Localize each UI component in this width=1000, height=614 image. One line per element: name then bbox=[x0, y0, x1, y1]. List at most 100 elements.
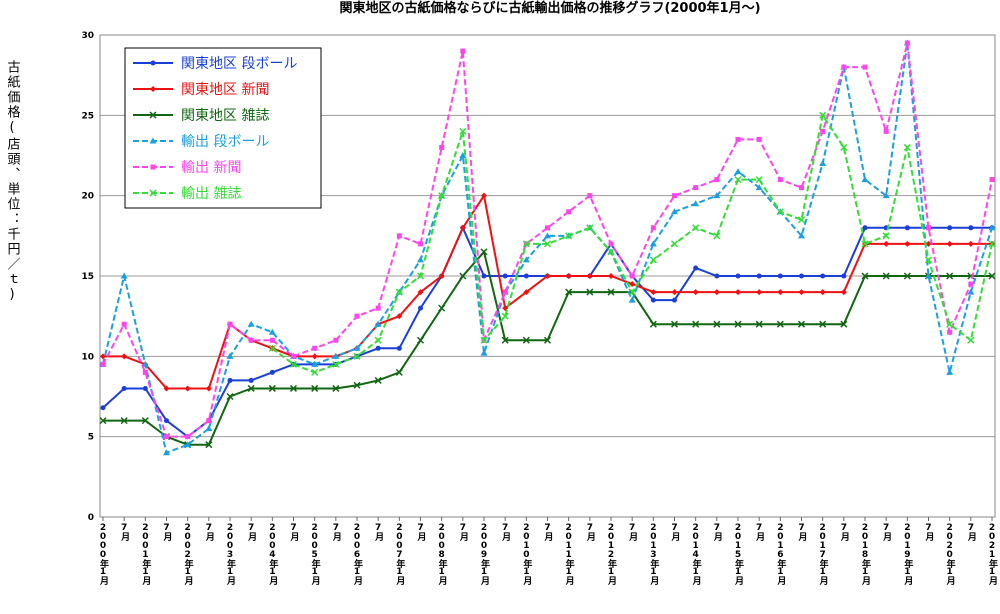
marker bbox=[586, 273, 593, 279]
marker bbox=[141, 417, 149, 425]
x-tick-label: 2010年1月 bbox=[521, 523, 533, 586]
marker bbox=[629, 281, 636, 288]
marker bbox=[375, 345, 381, 351]
marker bbox=[248, 337, 254, 343]
x-tick-label: 2019年1月 bbox=[902, 523, 914, 586]
x-tick-label: 2005年1月 bbox=[310, 523, 322, 586]
marker bbox=[416, 272, 425, 280]
x-tick-label: 7月 bbox=[119, 523, 130, 542]
legend-marker bbox=[149, 111, 157, 119]
marker bbox=[755, 184, 763, 191]
marker bbox=[523, 289, 530, 296]
marker bbox=[184, 441, 192, 448]
marker bbox=[206, 418, 212, 424]
marker bbox=[375, 305, 381, 311]
marker bbox=[628, 288, 636, 296]
marker bbox=[268, 384, 276, 392]
marker bbox=[734, 320, 742, 328]
y-tick-label: 15 bbox=[81, 272, 94, 282]
marker bbox=[289, 384, 298, 392]
marker bbox=[968, 281, 974, 287]
marker bbox=[861, 272, 869, 280]
legend-box bbox=[124, 47, 322, 209]
marker bbox=[501, 312, 509, 320]
marker bbox=[333, 337, 339, 343]
x-tick-label: 7月 bbox=[712, 523, 724, 542]
marker bbox=[502, 273, 508, 279]
marker bbox=[312, 345, 318, 351]
marker bbox=[861, 240, 869, 248]
legend-marker bbox=[150, 86, 156, 92]
marker bbox=[141, 360, 149, 367]
marker bbox=[185, 434, 191, 440]
marker bbox=[841, 273, 847, 279]
marker bbox=[396, 313, 403, 320]
marker bbox=[163, 385, 170, 392]
x-tick-label: 2013年1月 bbox=[648, 523, 660, 586]
marker bbox=[311, 384, 319, 392]
x-tick-label: 2006年1月 bbox=[352, 523, 364, 586]
marker bbox=[671, 289, 678, 296]
x-tick-label: 7月 bbox=[289, 523, 301, 542]
marker bbox=[840, 289, 847, 296]
x-tick-label: 7月 bbox=[924, 523, 936, 542]
marker bbox=[755, 176, 763, 184]
marker bbox=[523, 273, 529, 279]
marker bbox=[714, 273, 720, 279]
marker bbox=[459, 127, 467, 135]
marker bbox=[734, 176, 742, 184]
x-tick-label: 2002年1月 bbox=[183, 523, 195, 586]
marker bbox=[989, 177, 995, 183]
marker bbox=[797, 216, 806, 224]
marker bbox=[396, 233, 402, 239]
marker bbox=[819, 320, 827, 328]
marker bbox=[247, 320, 255, 327]
marker bbox=[755, 320, 763, 328]
marker bbox=[332, 384, 340, 392]
x-tick-label: 2003年1月 bbox=[225, 523, 237, 586]
marker bbox=[289, 360, 298, 368]
marker bbox=[776, 208, 784, 216]
marker bbox=[798, 289, 805, 296]
marker bbox=[291, 353, 296, 359]
x-tick-label: 7月 bbox=[204, 523, 216, 542]
marker bbox=[649, 320, 657, 328]
legend-label: 関東地区 雑誌 bbox=[181, 108, 269, 124]
marker bbox=[438, 192, 446, 200]
marker bbox=[164, 434, 169, 440]
marker bbox=[311, 353, 318, 360]
marker bbox=[544, 273, 551, 279]
marker bbox=[120, 272, 128, 279]
marker bbox=[819, 160, 827, 167]
marker bbox=[268, 344, 276, 352]
x-tick-label: 2014年1月 bbox=[691, 523, 703, 586]
marker bbox=[374, 376, 382, 384]
marker bbox=[121, 321, 127, 327]
marker bbox=[522, 240, 530, 248]
marker bbox=[544, 232, 551, 239]
marker bbox=[418, 305, 423, 311]
marker bbox=[481, 192, 487, 199]
marker bbox=[227, 321, 233, 327]
marker bbox=[566, 209, 572, 215]
marker bbox=[522, 256, 530, 263]
marker bbox=[967, 288, 975, 295]
x-tick-label: 2011年1月 bbox=[564, 523, 576, 586]
marker bbox=[649, 240, 657, 247]
marker bbox=[460, 48, 466, 54]
marker bbox=[459, 152, 467, 158]
marker bbox=[416, 336, 425, 344]
marker bbox=[882, 232, 890, 240]
y-tick-label: 10 bbox=[81, 352, 94, 362]
series bbox=[99, 248, 996, 449]
marker bbox=[269, 337, 275, 343]
marker bbox=[205, 441, 213, 449]
x-tick-label: 7月 bbox=[500, 523, 512, 542]
marker bbox=[142, 385, 148, 391]
marker bbox=[693, 185, 699, 191]
marker bbox=[501, 336, 509, 344]
y-tick-label: 0 bbox=[88, 513, 94, 523]
marker bbox=[988, 272, 996, 280]
marker bbox=[565, 232, 573, 240]
x-tick-label: 7月 bbox=[966, 523, 978, 542]
